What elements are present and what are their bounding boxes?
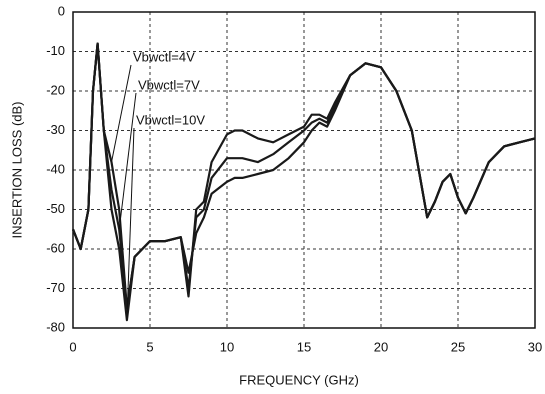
y-tick-label: -80 [46, 319, 65, 334]
x-tick-label: 20 [374, 339, 388, 354]
y-tick-label: 0 [58, 3, 65, 18]
series-label: Vbwctl=10V [136, 112, 205, 127]
y-tick-label: -20 [46, 82, 65, 97]
x-tick-label: 15 [297, 339, 311, 354]
y-tick-label: -40 [46, 161, 65, 176]
y-tick-label: -30 [46, 122, 65, 137]
series-line [71, 42, 536, 322]
leader-line [118, 92, 137, 230]
y-tick-label: -70 [46, 280, 65, 295]
series-label: Vbwctl=4V [133, 49, 195, 64]
x-axis-title: FREQUENCY (GHz) [239, 372, 359, 387]
x-tick-label: 0 [69, 339, 76, 354]
x-tick-label: 25 [451, 339, 465, 354]
series-label: Vbwctl=7V [138, 77, 200, 92]
x-tick-label: 5 [146, 339, 153, 354]
y-axis-title: INSERTION LOSS (dB) [9, 101, 24, 238]
leader-line [111, 64, 132, 163]
x-tick-label: 30 [528, 339, 542, 354]
y-tick-label: -60 [46, 240, 65, 255]
y-tick-label: -10 [46, 43, 65, 58]
y-tick-label: -50 [46, 201, 65, 216]
x-tick-label: 10 [220, 339, 234, 354]
plot-frame [72, 11, 536, 329]
leader-line [126, 127, 135, 321]
